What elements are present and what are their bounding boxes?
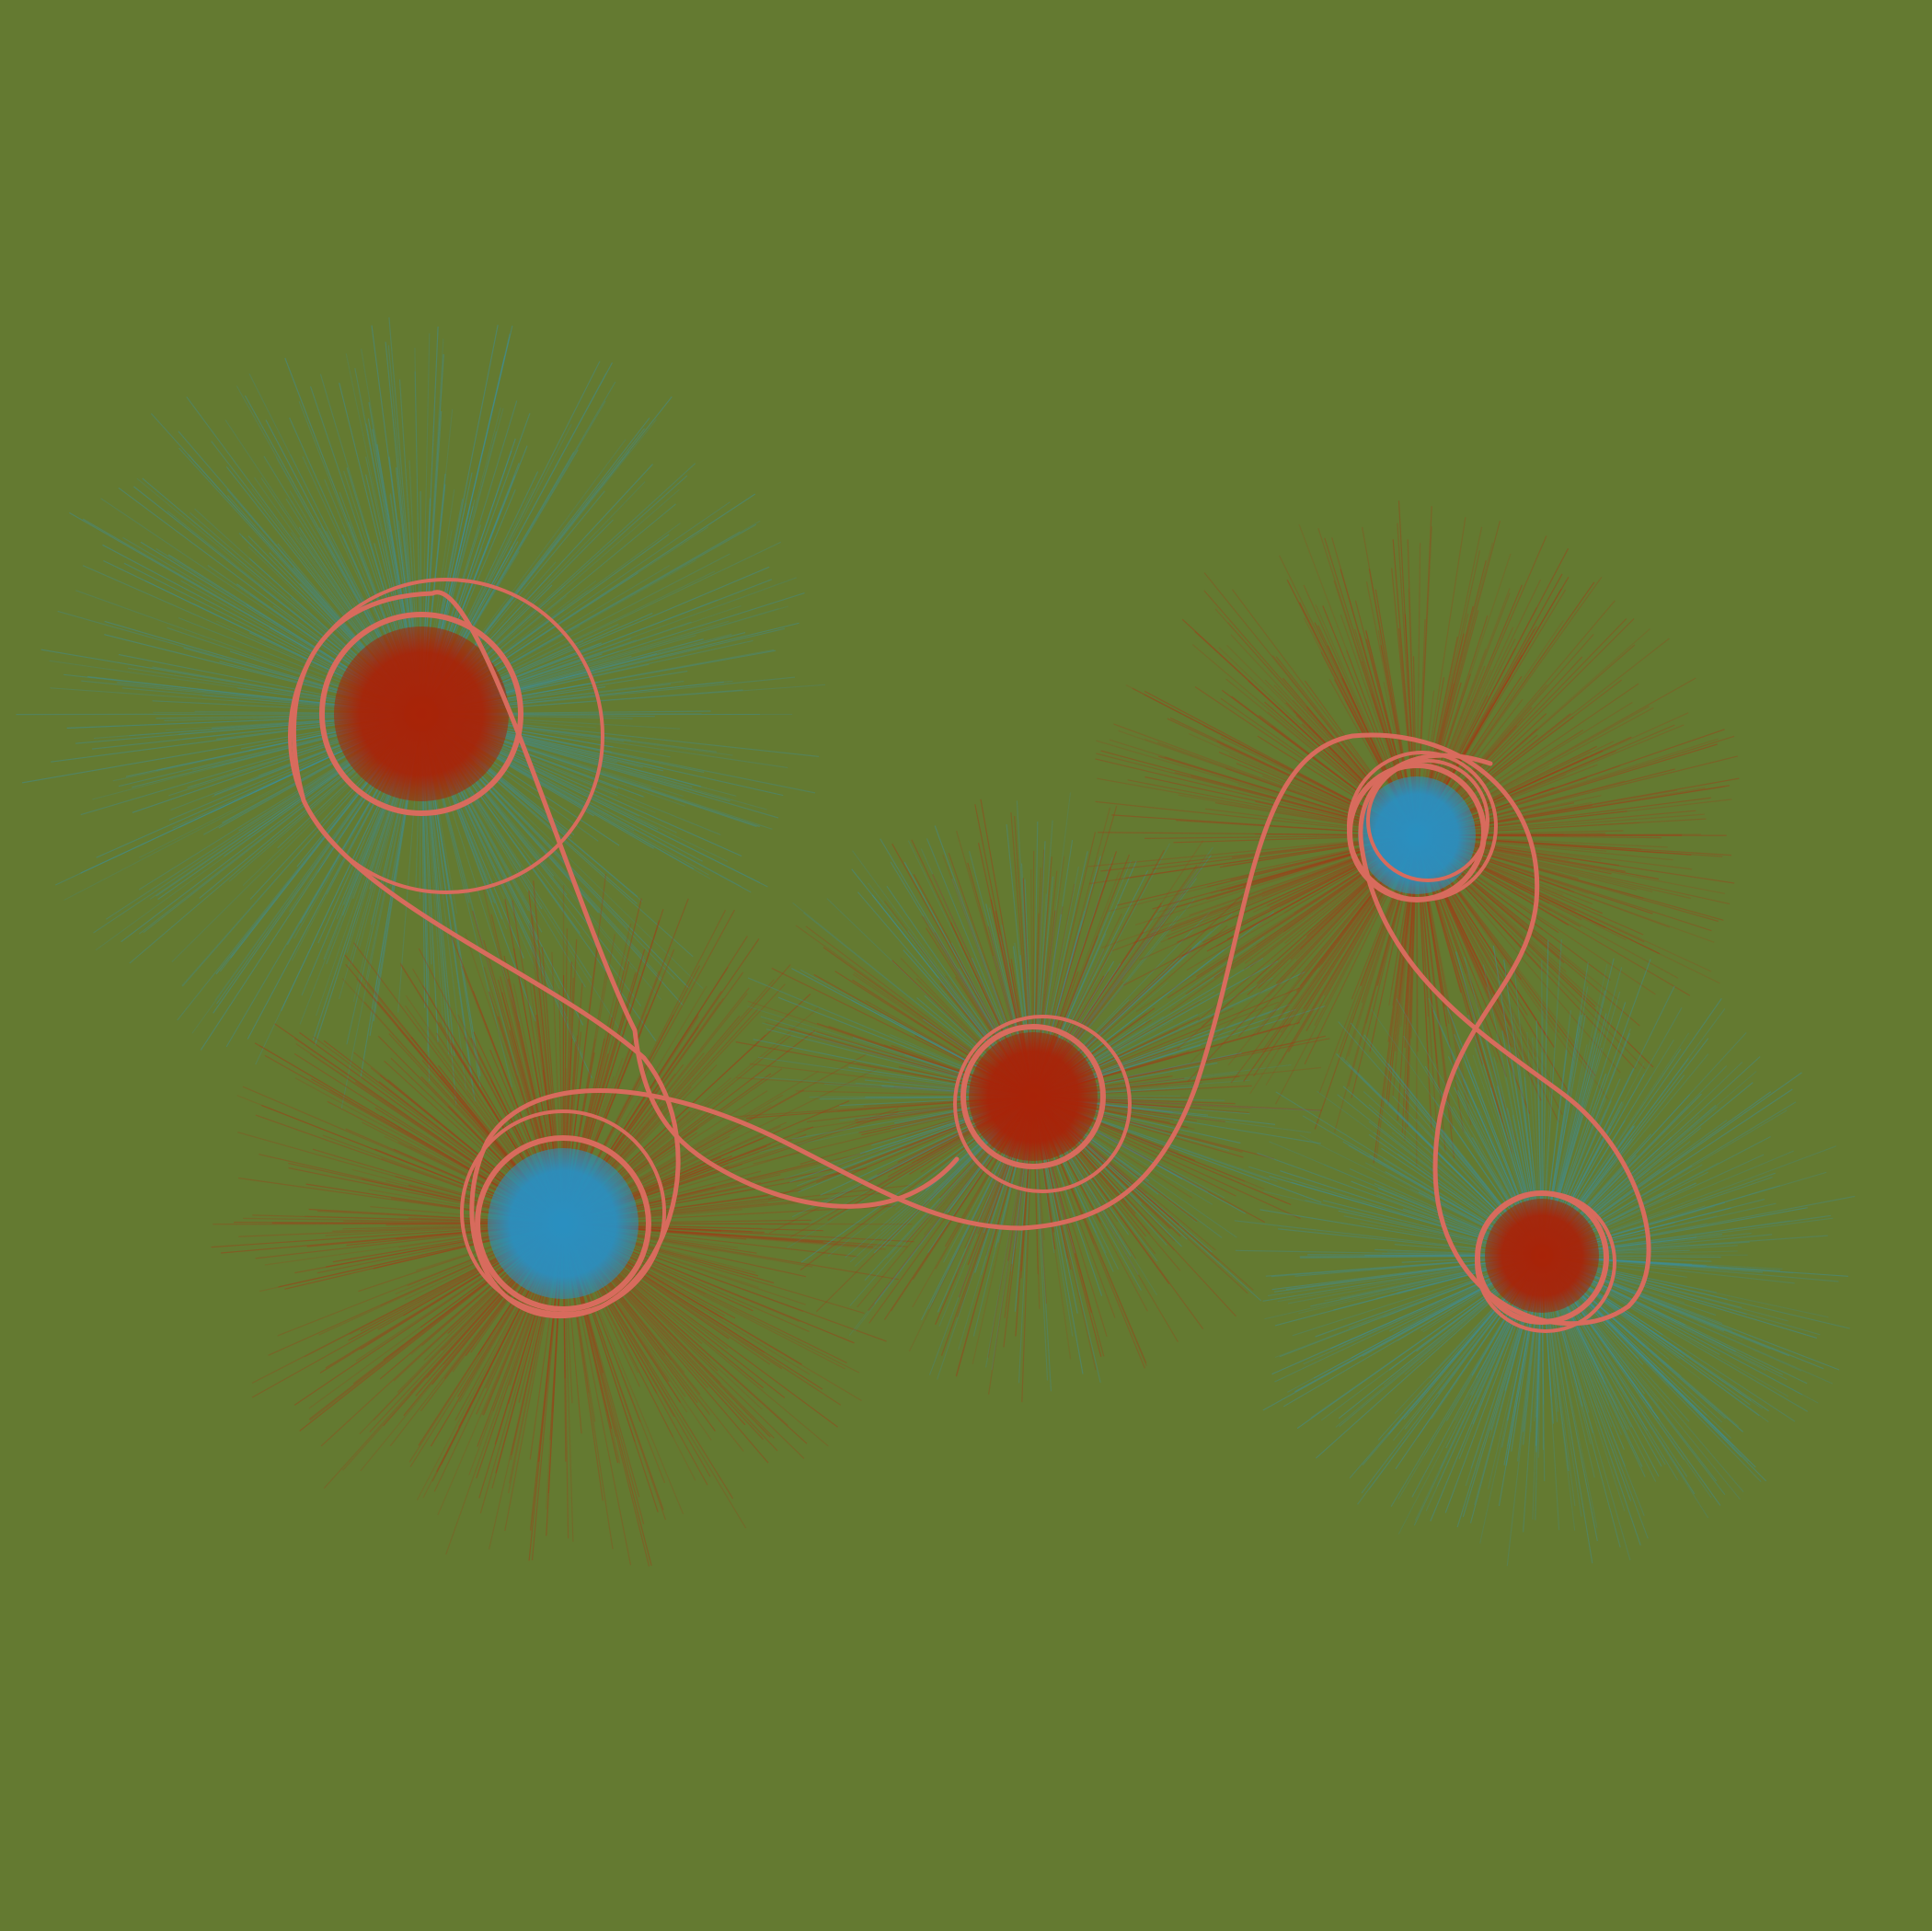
node-center-ring-1 <box>960 1024 1106 1169</box>
node-top-right-ring-3 <box>1366 759 1489 882</box>
node-bottom-left-ring-1 <box>475 1135 651 1312</box>
node-bottom-left-core <box>488 1148 638 1299</box>
looping-trail <box>292 590 1651 1327</box>
node-bottom-right-ring-2 <box>1475 1191 1616 1333</box>
node-center-core <box>969 1032 1098 1161</box>
node-top-left-ring-1 <box>319 612 523 816</box>
node-top-left-ring-2 <box>288 578 604 894</box>
node-bottom-right-core <box>1485 1199 1599 1313</box>
orbit-rings <box>288 578 1616 1333</box>
node-top-right-ring-2 <box>1347 751 1498 902</box>
node-center-ring-2 <box>953 1015 1132 1193</box>
node-top-left-core <box>334 626 509 801</box>
node-bottom-left-ring-2 <box>460 1109 666 1316</box>
